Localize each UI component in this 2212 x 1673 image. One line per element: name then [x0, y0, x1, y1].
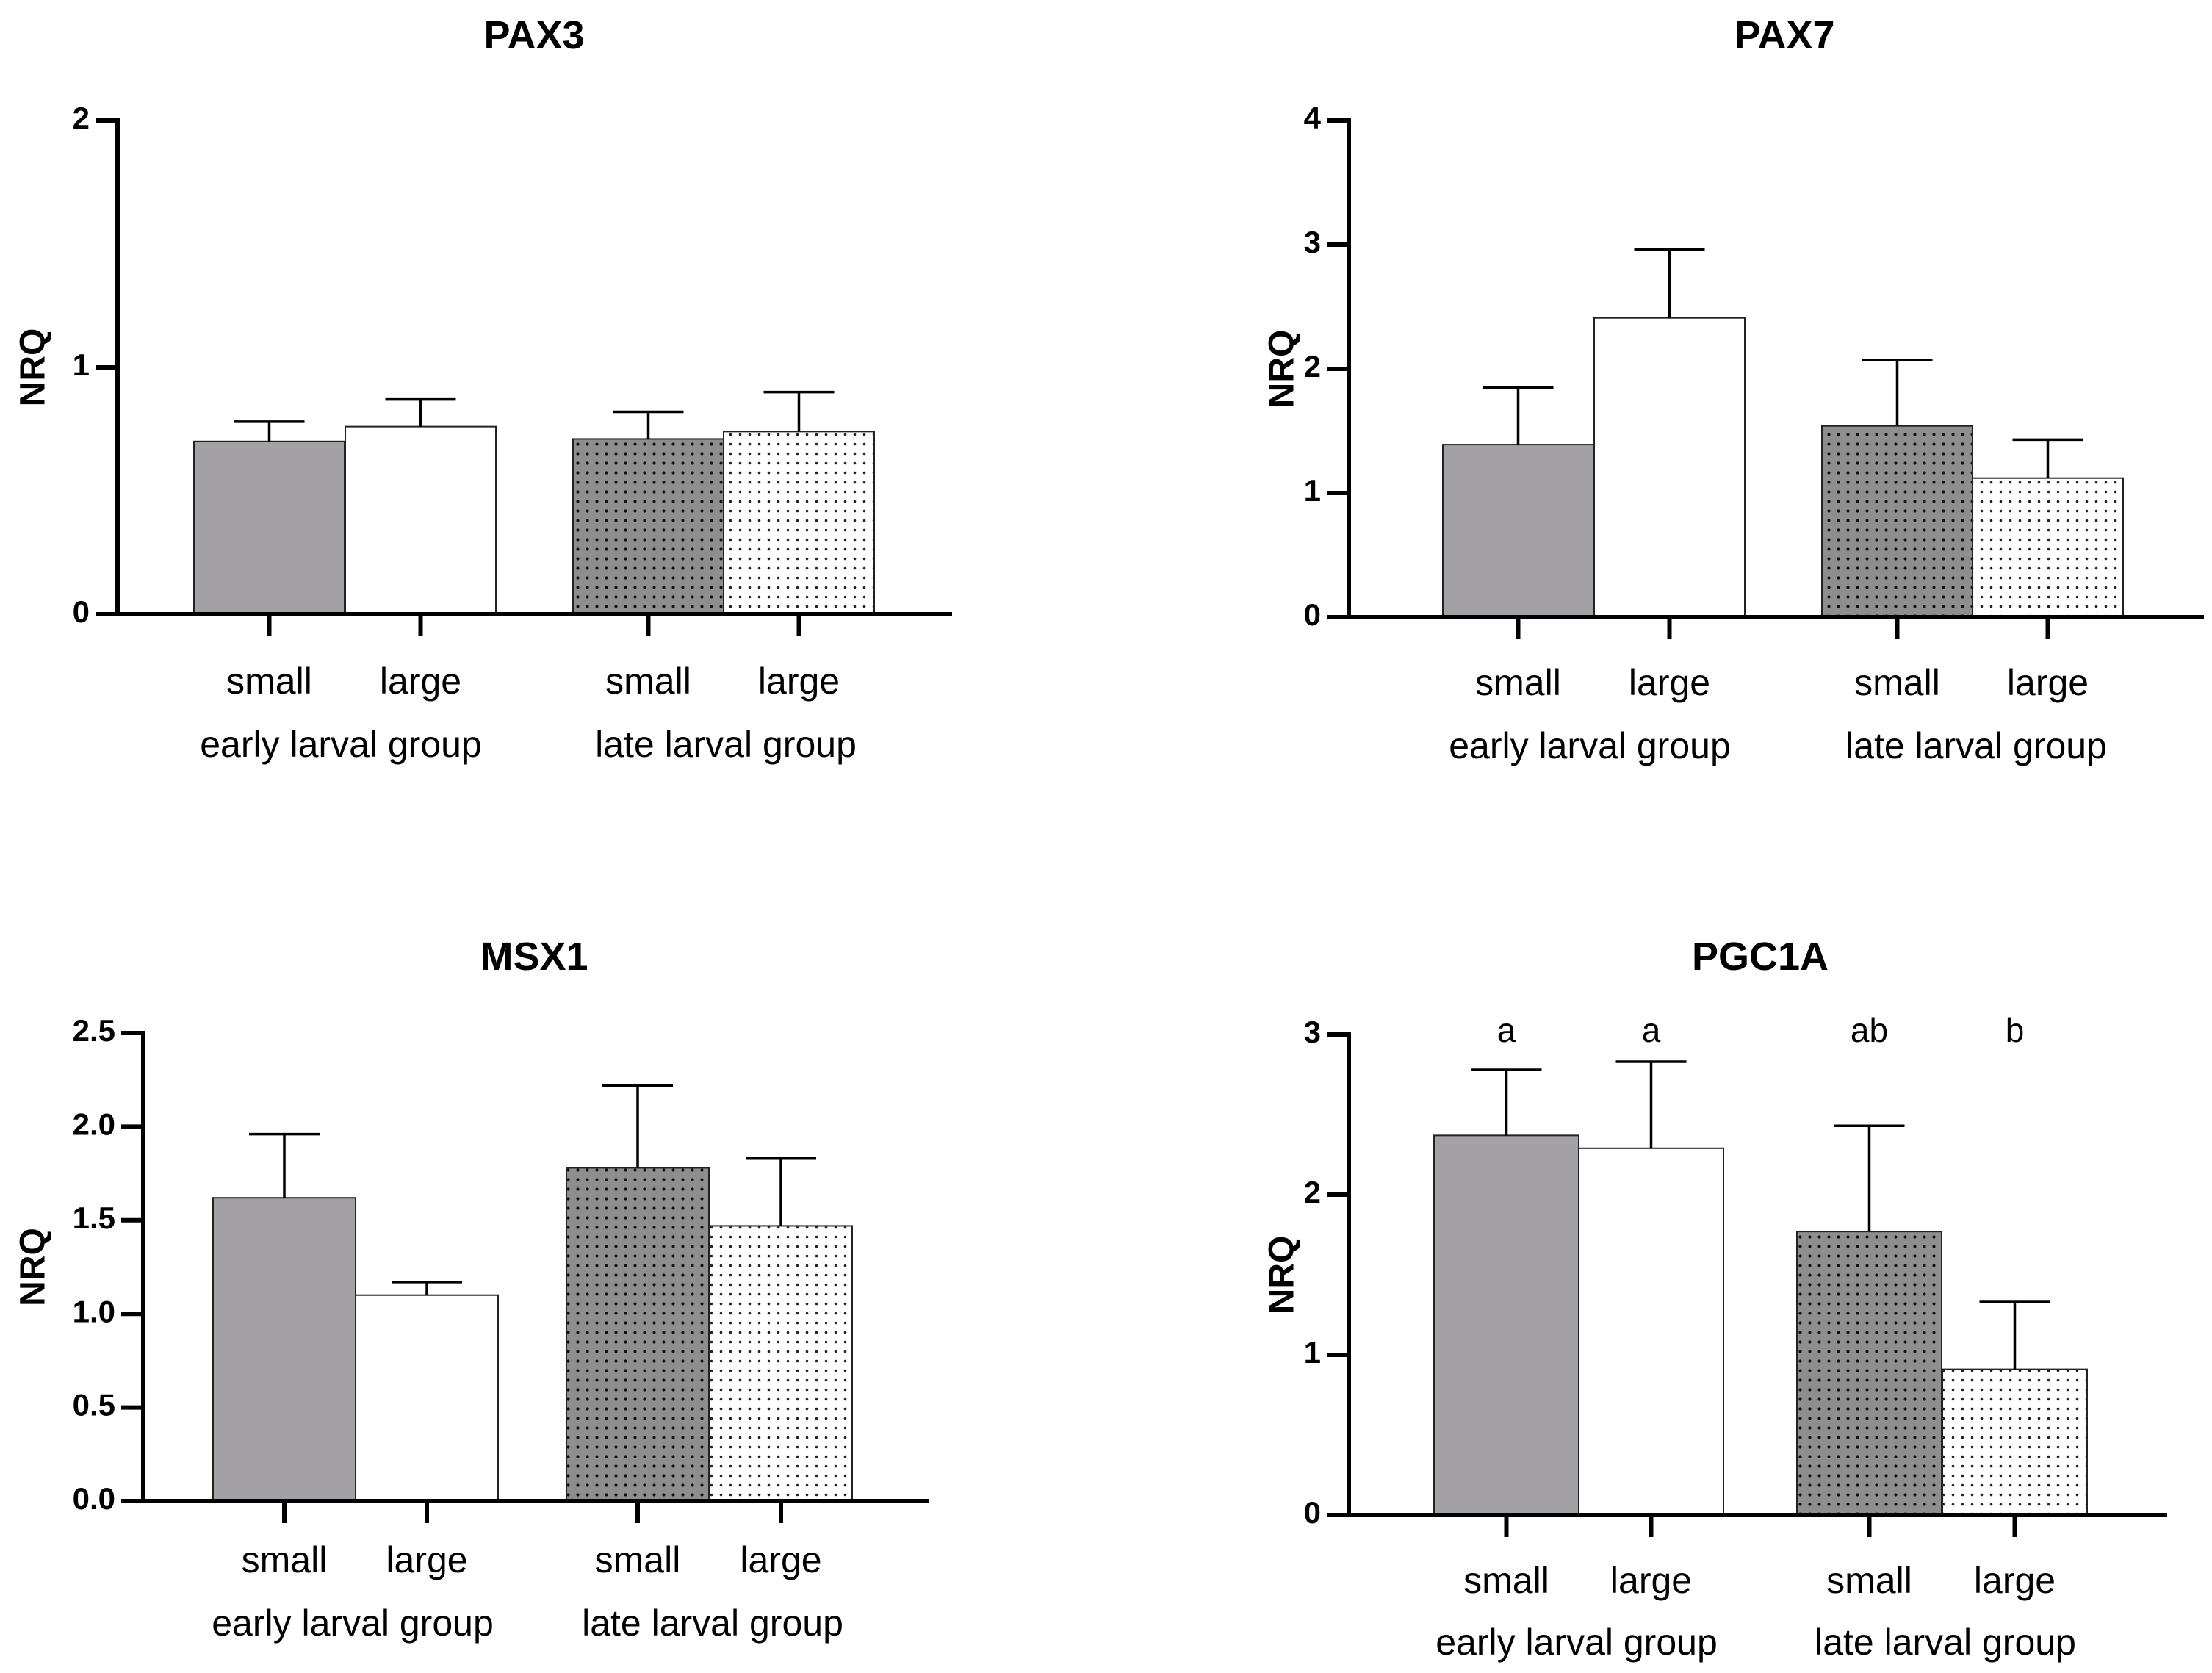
bar: [1821, 425, 1973, 618]
bar: [355, 1294, 499, 1502]
x-tick-label: small: [242, 1539, 328, 1580]
y-tick-label: 2: [1304, 349, 1321, 384]
y-axis-label: NRQ: [14, 1228, 53, 1306]
group-label: early larval group: [1435, 1622, 1718, 1663]
chart-title: PAX3: [483, 13, 584, 57]
bar: [212, 1197, 356, 1502]
y-tick-label: 2.0: [73, 1107, 115, 1141]
bar: [1593, 317, 1746, 618]
chart-title: PGC1A: [1692, 935, 1829, 979]
bar: [1972, 477, 2124, 618]
y-tick-label: 2: [73, 101, 90, 135]
group-label: early larval group: [1449, 725, 1731, 766]
x-tick-label: small: [1854, 662, 1940, 703]
bar: [566, 1167, 710, 1503]
y-tick-label: 1: [73, 348, 90, 382]
chart-panel-msx1: MSX1 NRQ small large small large 0.0 0.5 1.0 1.5 2…: [14, 935, 929, 1644]
y-tick-label: 0.0: [73, 1481, 115, 1516]
bar: [723, 431, 875, 615]
x-tick-label: large: [1610, 1560, 1692, 1601]
x-tick-label: large: [1974, 1560, 2056, 1601]
x-tick-label: small: [605, 661, 691, 702]
y-tick-label: 1.0: [73, 1294, 115, 1328]
group-label: late larval group: [595, 724, 857, 765]
group-label: early larval group: [200, 724, 482, 765]
x-tick-label: small: [595, 1539, 681, 1580]
bar: [572, 438, 724, 615]
x-tick-label: small: [226, 661, 312, 702]
x-tick-label: large: [758, 661, 840, 702]
chart-title: PAX7: [1734, 13, 1834, 57]
group-label: late larval group: [1845, 725, 2107, 766]
x-tick-label: large: [380, 661, 461, 702]
bar: [345, 425, 497, 616]
y-axis-label: NRQ: [1263, 330, 1302, 409]
significance-label: b: [2006, 1011, 2025, 1049]
group-label: late larval group: [582, 1602, 843, 1644]
y-axis-label: NRQ: [1263, 1236, 1302, 1314]
bar: [709, 1225, 853, 1502]
bar: [1796, 1231, 1942, 1516]
x-tick-label: small: [1475, 662, 1561, 703]
bar: [1442, 444, 1594, 619]
group-label: early larval group: [212, 1602, 494, 1644]
y-tick-label: 1.5: [73, 1201, 115, 1235]
y-tick-label: 0.5: [73, 1388, 115, 1422]
chart-panel-pax7: PAX7 NRQ small large small large 0 1 2 3 4 early la…: [1263, 13, 2204, 766]
y-tick-label: 4: [1304, 101, 1322, 135]
y-tick-label: 3: [1304, 225, 1321, 259]
y-tick-label: 0: [1304, 1495, 1321, 1530]
chart-title: MSX1: [480, 935, 588, 979]
y-tick-label: 2: [1304, 1175, 1321, 1209]
x-tick-label: small: [1463, 1560, 1549, 1601]
bar: [193, 440, 345, 615]
y-tick-label: 2.5: [73, 1013, 115, 1048]
bar: [1578, 1147, 1724, 1517]
chart-panel-pax3: PAX3 NRQ small large small large 0 1 2 early larv…: [14, 13, 952, 765]
x-tick-label: large: [740, 1539, 821, 1580]
x-tick-label: large: [2007, 662, 2089, 703]
x-tick-label: large: [386, 1539, 467, 1580]
y-tick-label: 3: [1304, 1015, 1321, 1049]
y-tick-label: 0: [1304, 597, 1321, 632]
y-tick-label: 0: [73, 594, 90, 629]
x-tick-label: large: [1629, 662, 1710, 703]
y-tick-label: 1: [1304, 473, 1321, 508]
bar: [1433, 1134, 1579, 1516]
y-axis-label: NRQ: [14, 328, 53, 407]
chart-panel-pgc1a: PGC1A NRQ small a large a small ab large b 0 1 2 3 ear…: [1263, 935, 2167, 1663]
significance-label: a: [1497, 1011, 1516, 1049]
group-label: late larval group: [1815, 1622, 2076, 1663]
y-tick-label: 1: [1304, 1335, 1321, 1370]
bar: [1942, 1368, 2088, 1516]
x-tick-label: small: [1826, 1560, 1912, 1601]
significance-label: a: [1642, 1011, 1661, 1049]
significance-label: ab: [1851, 1011, 1888, 1049]
